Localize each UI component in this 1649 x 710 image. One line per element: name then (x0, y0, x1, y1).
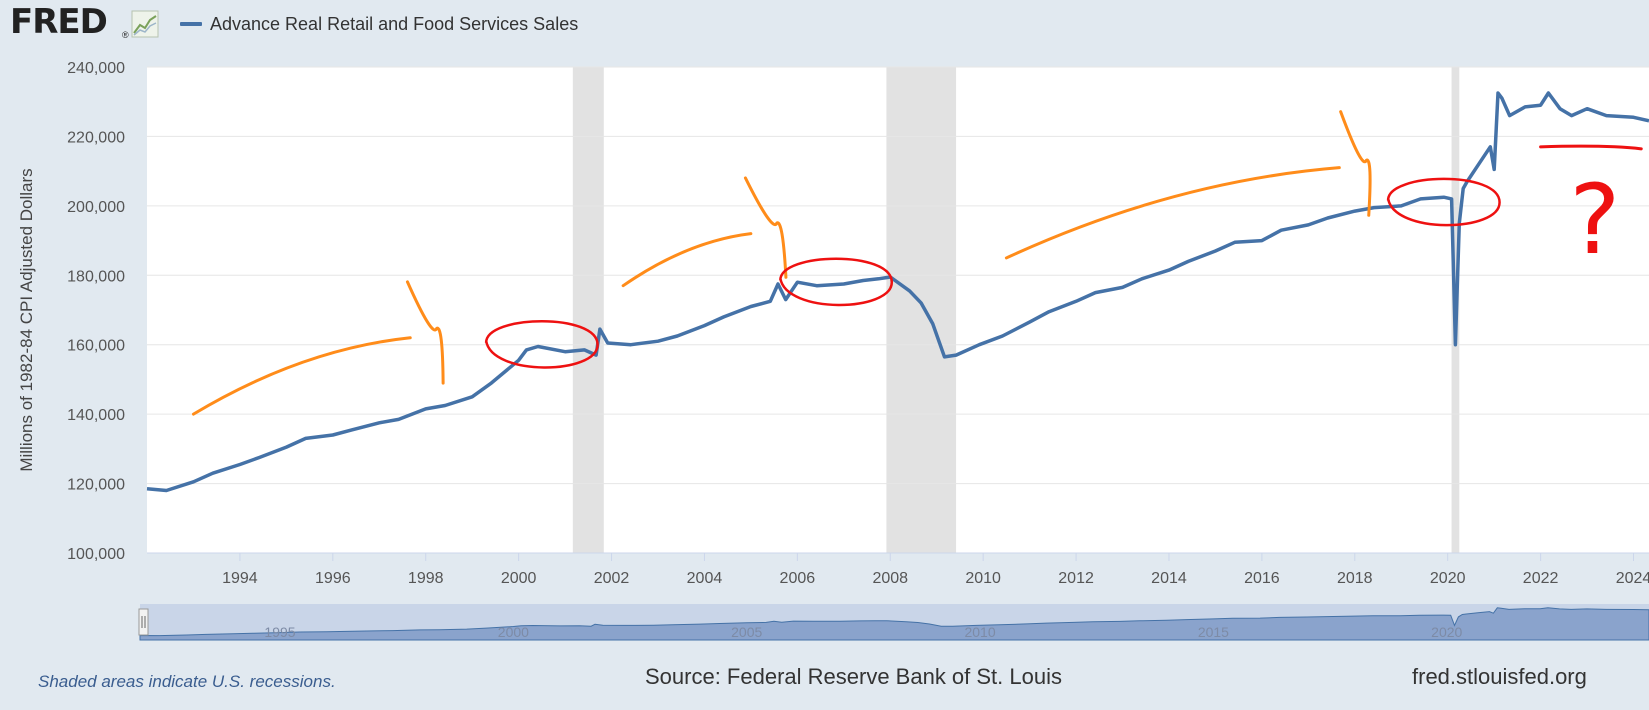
y-axis-title: Millions of 1982-84 CPI Adjusted Dollars (17, 168, 36, 472)
x-tick-label: 2014 (1151, 570, 1187, 587)
y-tick-label: 200,000 (67, 199, 125, 216)
annotation-circle (484, 319, 599, 369)
x-tick-label: 1996 (315, 570, 351, 587)
x-tick-label: 2000 (501, 570, 537, 587)
y-axis-ticks: 100,000 120,000 140,000 160,000 180,000 200,0… (67, 60, 125, 563)
range-navigator[interactable]: 1995 2000 2005 2010 2015 2020 (138, 604, 1649, 641)
x-tick-label: 2018 (1337, 570, 1373, 587)
x-axis-ticks: 1994 1996 1998 2000 2002 2004 2006 2008 2010 2012… (222, 553, 1649, 587)
x-tick-label: 2022 (1523, 570, 1559, 587)
annotation-arrow (191, 336, 412, 416)
y-tick-label: 220,000 (67, 129, 125, 146)
y-tick-label: 100,000 (67, 546, 125, 563)
registered-mark: ® (122, 30, 129, 40)
recession-note: Shaded areas indicate U.S. recessions. (38, 672, 336, 691)
x-tick-label: 2012 (1058, 570, 1094, 587)
annotation-circle (779, 257, 894, 307)
annotation-stroke (1539, 144, 1643, 151)
navigator-labels: 1995 2000 2005 2010 2015 2020 (264, 624, 1462, 640)
annotation-arrowhead (743, 176, 788, 279)
chart-header: FRED ® Advance Real Retail and Food Serv… (0, 0, 1649, 50)
annotation-circle (1386, 177, 1501, 227)
navigator-label: 2015 (1198, 624, 1229, 640)
annotation-arrowhead (405, 280, 445, 385)
annotation-arrow (1004, 166, 1341, 260)
navigator-series-area (139, 607, 1649, 641)
x-tick-label: 1998 (408, 570, 444, 587)
x-tick-label: 2010 (965, 570, 1001, 587)
series-layer (146, 91, 1649, 493)
x-tick-label: 1994 (222, 570, 258, 587)
recession-band (886, 67, 957, 553)
hand-drawn-annotations: ? (191, 110, 1643, 416)
recession-band (572, 67, 604, 553)
annotation-arrow (621, 232, 753, 288)
legend-label: Advance Real Retail and Food Services Sa… (210, 14, 579, 34)
x-tick-label: 2002 (594, 570, 630, 587)
navigator-handle[interactable] (138, 608, 149, 636)
source-credit: Source: Federal Reserve Bank of St. Loui… (645, 664, 1062, 689)
y-tick-label: 160,000 (67, 338, 125, 355)
y-tick-label: 120,000 (67, 477, 125, 494)
y-tick-label: 140,000 (67, 407, 125, 424)
site-link[interactable]: fred.stlouisfed.org (1412, 664, 1587, 689)
annotation-arrowhead (1339, 110, 1372, 217)
legend-swatch (180, 22, 202, 26)
navigator-label: 2000 (498, 624, 529, 640)
x-tick-label: 2004 (687, 570, 723, 587)
navigator-label: 1995 (264, 624, 295, 640)
line-chart-icon (131, 10, 159, 38)
x-tick-label: 2006 (780, 570, 816, 587)
x-tick-label: 2020 (1430, 570, 1466, 587)
x-tick-label: 2024 (1616, 570, 1649, 587)
navigator-label: 2005 (731, 624, 762, 640)
y-tick-label: 240,000 (67, 60, 125, 77)
series-line[interactable] (146, 91, 1649, 493)
x-tick-label: 2008 (872, 570, 908, 587)
y-tick-label: 180,000 (67, 268, 125, 285)
navigator-label: 2020 (1431, 624, 1462, 640)
x-tick-label: 2016 (1244, 570, 1280, 587)
fred-logo[interactable]: FRED (10, 2, 108, 42)
recession-bands (572, 67, 1460, 553)
navigator-label: 2010 (964, 624, 995, 640)
annotation-question-mark: ? (1569, 164, 1620, 276)
